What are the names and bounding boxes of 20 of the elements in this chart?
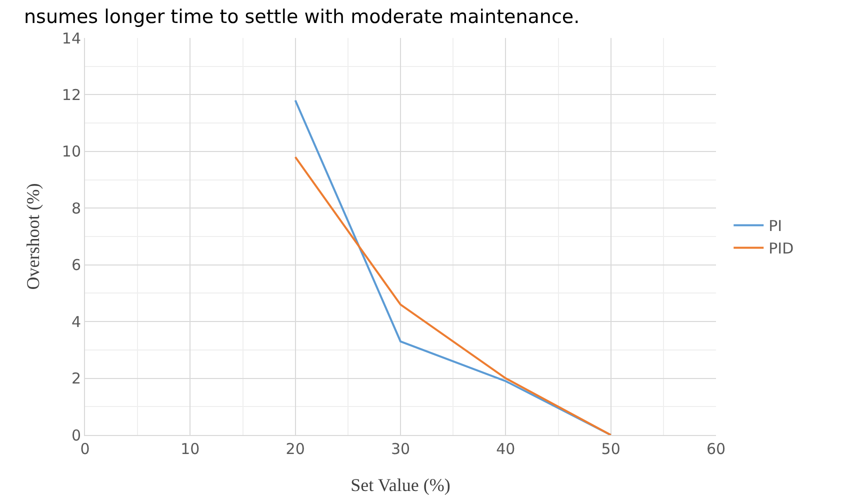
legend-label: PI — [768, 217, 782, 236]
y-axis-title: Overshoot (%) — [23, 183, 43, 290]
x-tick-label: 50 — [601, 440, 620, 458]
y-tick-label: 0 — [71, 426, 81, 444]
x-tick-label: 40 — [496, 440, 516, 458]
text: nsumes longer time to settle with moderate maintenance. — [24, 6, 580, 28]
y-tick-label: 12 — [62, 86, 81, 104]
y-tick-label: 14 — [62, 29, 81, 48]
x-tick-label: 10 — [180, 440, 200, 458]
x-tick-label: 60 — [706, 440, 726, 458]
legend-label: PID — [768, 240, 794, 258]
x-tick-label: 20 — [286, 440, 305, 458]
y-tick-label: 8 — [71, 199, 81, 218]
x-axis-title: Set Value (%) — [350, 475, 450, 495]
x-tick-label: 30 — [390, 440, 410, 458]
line-series — [294, 156, 612, 435]
y-tick-label: 4 — [71, 312, 81, 331]
y-tick-label: 2 — [71, 370, 81, 388]
y-tick-label: 6 — [71, 256, 81, 274]
y-tick-label: 10 — [62, 142, 81, 161]
